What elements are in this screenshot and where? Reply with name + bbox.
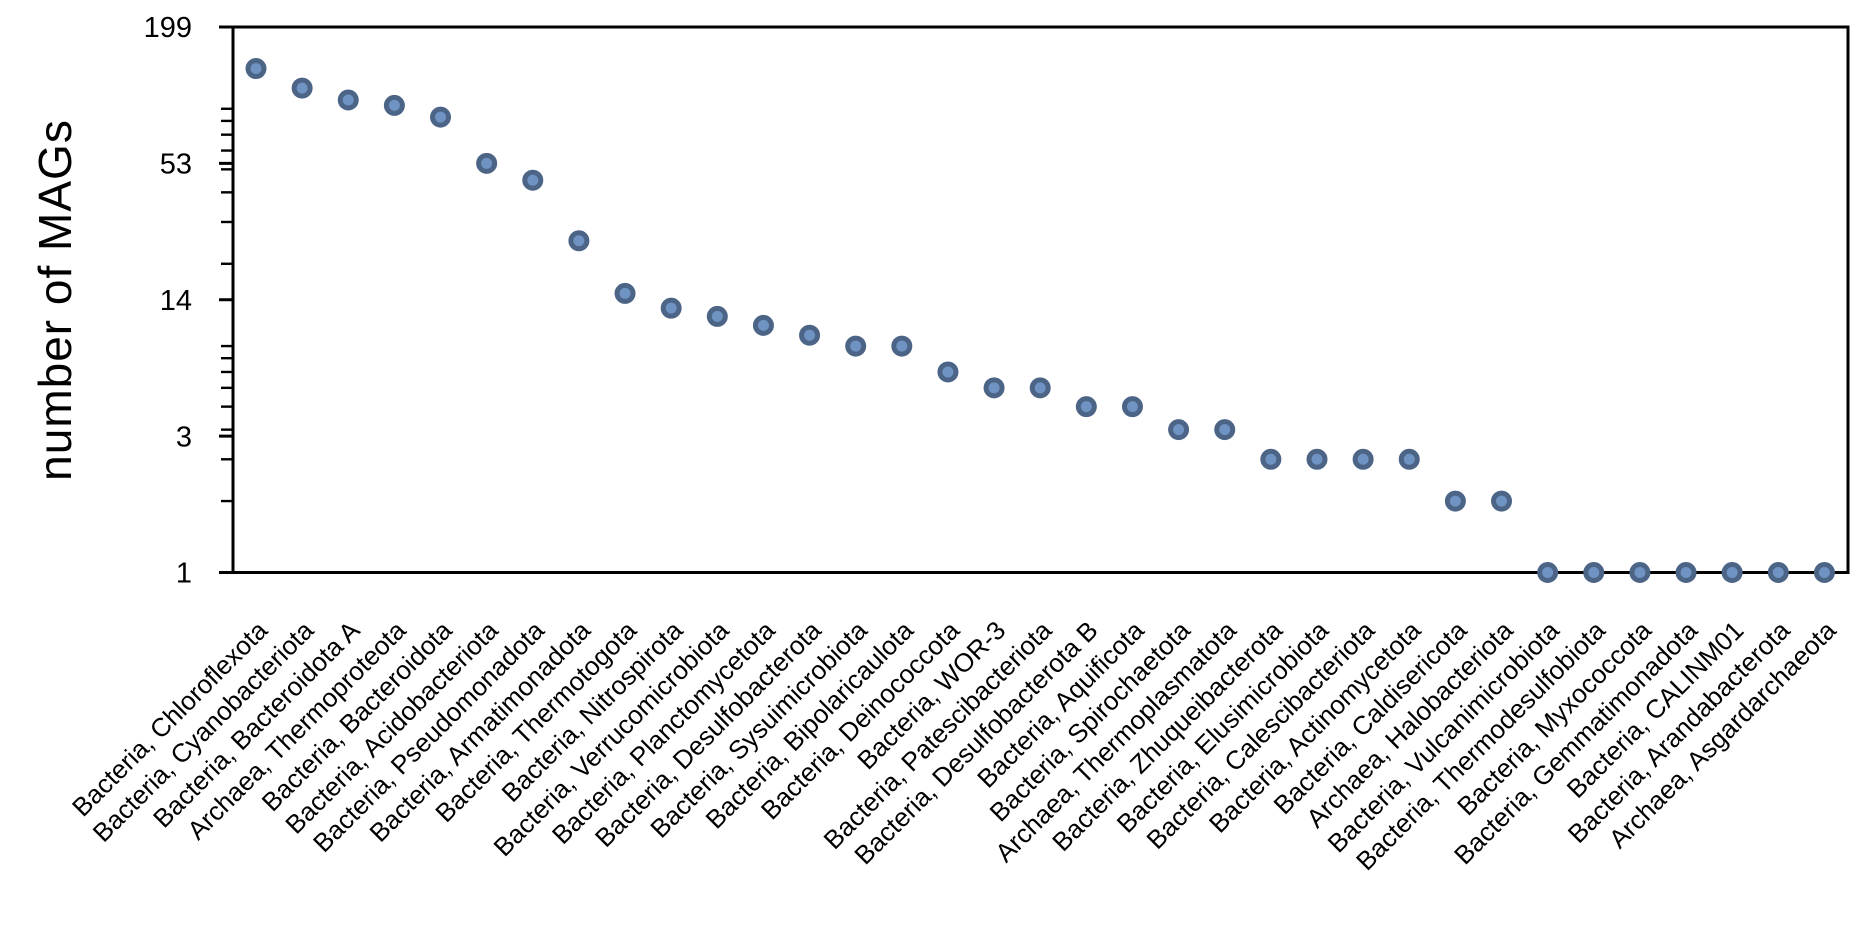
data-point-marker	[1813, 562, 1835, 583]
data-point-marker	[1352, 448, 1374, 470]
data-point-marker	[1537, 562, 1559, 583]
data-point-marker	[1398, 448, 1420, 470]
data-point-marker	[983, 377, 1005, 399]
y-tick-label: 53	[160, 149, 192, 181]
data-point-marker	[1491, 490, 1513, 512]
data-point-marker	[1629, 562, 1651, 583]
data-point-marker	[522, 169, 544, 191]
data-point-marker	[245, 58, 267, 80]
data-point-marker	[1168, 419, 1190, 441]
data-point-marker	[568, 230, 590, 252]
data-point-marker	[614, 282, 636, 304]
data-point-marker	[291, 77, 313, 99]
data-point-marker	[845, 335, 867, 357]
data-point-marker	[937, 361, 959, 383]
y-tick-label: 3	[176, 421, 192, 453]
y-tick-label: 1	[176, 558, 192, 590]
data-point-marker	[1721, 562, 1743, 583]
data-point-marker	[1306, 448, 1328, 470]
data-point-marker	[1260, 448, 1282, 470]
data-point-marker	[1075, 396, 1097, 418]
data-point-marker	[383, 94, 405, 116]
data-point-marker	[660, 297, 682, 319]
data-point-marker	[1583, 562, 1605, 583]
data-point-marker	[1767, 562, 1789, 583]
y-tick-label: 14	[160, 285, 192, 317]
data-point-marker	[430, 106, 452, 128]
data-point-marker	[752, 314, 774, 336]
data-point-marker	[1214, 419, 1236, 441]
y-axis-title: number of MAGs	[29, 119, 81, 481]
y-tick-label: 199	[144, 12, 192, 44]
data-point-marker	[337, 89, 359, 111]
data-point-marker	[1675, 562, 1697, 583]
data-point-marker	[799, 324, 821, 346]
data-point-marker	[1029, 377, 1051, 399]
data-point-marker	[1444, 490, 1466, 512]
data-point-marker	[891, 335, 913, 357]
plot-frame	[231, 25, 1850, 574]
data-point-marker	[706, 305, 728, 327]
data-point-marker	[476, 152, 498, 174]
data-point-marker	[1121, 396, 1143, 418]
